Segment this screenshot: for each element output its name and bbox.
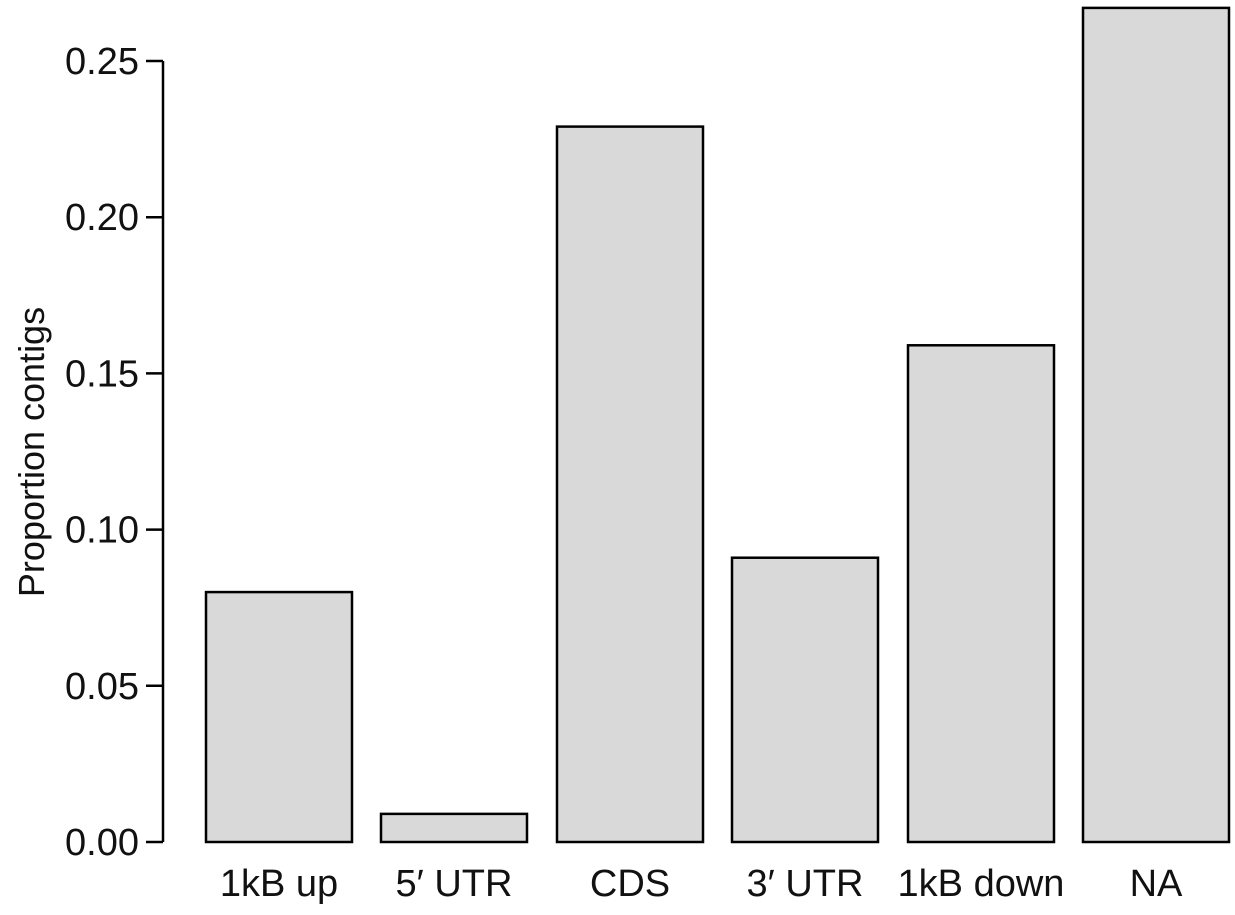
x-tick-label: 1kB up	[220, 863, 338, 905]
x-tick-label: 1kB down	[898, 863, 1065, 905]
bar-3-utr	[730, 556, 880, 844]
y-axis: 0.00 0.05 0.10 0.15 0.20 0.25	[65, 41, 165, 864]
bar-cds	[555, 125, 705, 844]
y-tick-label: 0.10	[65, 510, 139, 552]
bar-1kb-up	[204, 590, 354, 844]
y-tick-label: 0.00	[65, 822, 139, 864]
x-tick-label: CDS	[590, 863, 670, 905]
bar-1kb-down	[906, 344, 1056, 844]
bar-5-utr	[379, 812, 529, 844]
bar-na	[1081, 6, 1231, 844]
x-tick-label: 5′ UTR	[396, 863, 513, 905]
x-axis-labels: 1kB up 5′ UTR CDS 3′ UTR 1kB down NA	[220, 863, 1183, 905]
y-axis-label: Proportion contigs	[11, 307, 52, 597]
bars-group	[204, 6, 1231, 844]
y-tick-label: 0.20	[65, 197, 139, 239]
x-tick-label: 3′ UTR	[747, 863, 864, 905]
x-tick-label: NA	[1130, 863, 1183, 905]
y-tick-label: 0.15	[65, 353, 139, 395]
y-tick-label: 0.25	[65, 41, 139, 83]
y-tick-label: 0.05	[65, 666, 139, 708]
